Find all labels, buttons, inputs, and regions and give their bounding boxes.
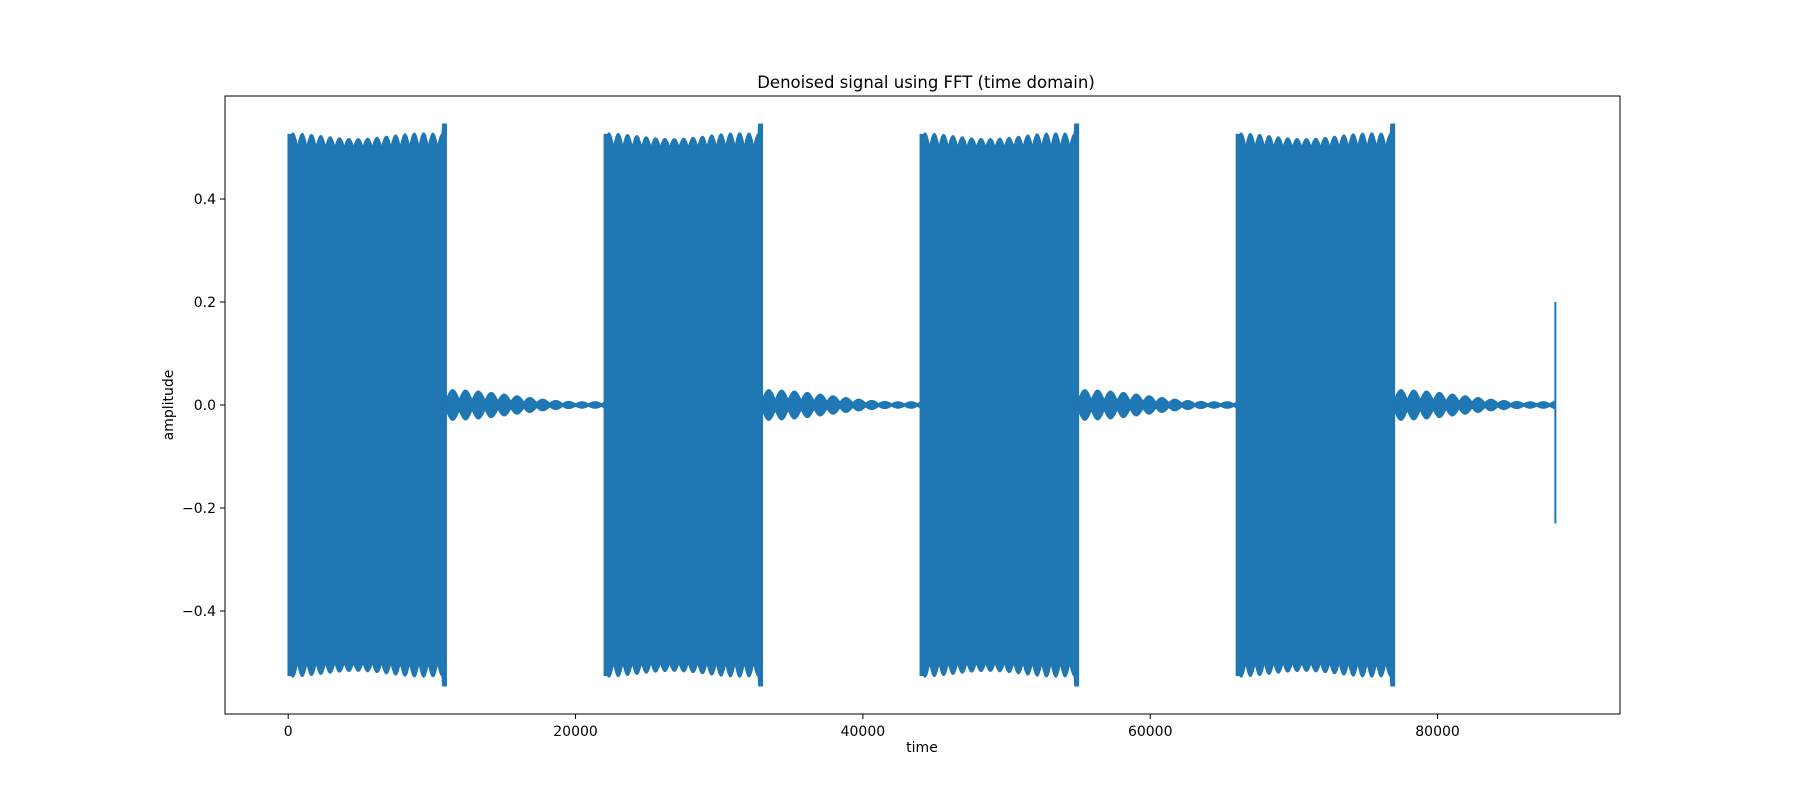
y-tick-label: 0.2 [194,295,216,311]
x-axis: 0 20000 40000 60000 80000 [284,714,1460,740]
x-tick-label: 0 [284,724,293,740]
chart-title: Denoised signal using FFT (time domain) [757,73,1095,92]
signal-series [287,123,1557,687]
signal-burst [287,123,447,687]
y-axis-label: amplitude [161,370,177,441]
x-tick-label: 20000 [553,724,598,740]
y-axis: −0.4 −0.2 0.0 0.2 0.4 [182,192,225,620]
signal-burst [919,123,1080,687]
x-axis-label: time [906,740,938,756]
x-tick-label: 60000 [1128,724,1173,740]
y-tick-label: 0.4 [194,192,216,208]
y-tick-label: −0.4 [182,604,216,620]
y-tick-label: 0.0 [194,398,216,414]
signal-burst [603,123,764,687]
x-tick-label: 80000 [1415,724,1460,740]
x-tick-label: 40000 [841,724,886,740]
y-tick-label: −0.2 [182,501,216,517]
signal-burst [1235,123,1396,687]
